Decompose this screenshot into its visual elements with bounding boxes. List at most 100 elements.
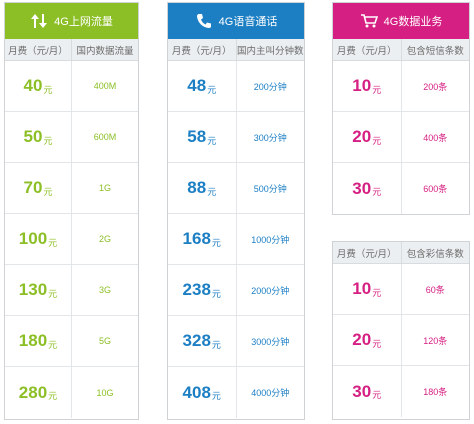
allowance-cell: 300分钟 — [253, 132, 287, 143]
price-unit: 元 — [48, 391, 58, 401]
price-value: 130 — [18, 280, 48, 299]
price-unit: 元 — [211, 391, 221, 401]
price-value: 20 — [352, 127, 372, 146]
price-cell: 180 元 — [5, 316, 72, 366]
allowance-cell: 5G — [98, 336, 111, 346]
table-row: 88 元 500分钟 — [168, 163, 304, 214]
mms-plan-column-header: 月费（元/月） 包含彩信条数 — [333, 242, 469, 264]
sms-plan-panel: 4G数据业务 月费（元/月） 包含短信条数 10 元 200条 20 元 400条 30 元 6… — [332, 2, 470, 215]
allowance-cell: 3G — [98, 285, 111, 295]
price-unit: 元 — [372, 187, 382, 197]
allowance-cell: 2G — [98, 234, 111, 244]
price-column-label: 月费（元/月） — [5, 39, 72, 60]
table-row: 180 元 5G — [5, 316, 138, 367]
table-row: 58 元 300分钟 — [168, 112, 304, 163]
sms-plan-rows: 10 元 200条 20 元 400条 30 元 600条 — [333, 61, 469, 214]
price-column-label: 月费（元/月） — [333, 39, 402, 60]
allowance-cell: 4000分钟 — [251, 388, 290, 398]
price-cell: 40 元 — [5, 61, 72, 111]
data-plan-column-header: 月费（元/月） 国内数据流量 — [5, 39, 138, 61]
price-value: 10 — [352, 279, 372, 298]
table-row: 20 元 120条 — [333, 315, 469, 366]
price-value: 58 — [187, 127, 207, 146]
allowance-cell: 400M — [93, 81, 117, 91]
price-cell: 280 元 — [5, 367, 72, 418]
price-unit: 元 — [207, 135, 217, 146]
price-value: 238 — [182, 280, 211, 299]
mms-column-label: 包含彩信条数 — [406, 248, 464, 260]
price-unit: 元 — [372, 390, 382, 400]
price-cell: 48 元 — [168, 61, 237, 111]
allowance-cell: 2000分钟 — [251, 285, 290, 296]
price-unit: 元 — [43, 135, 53, 146]
up-down-arrows-icon — [30, 12, 48, 30]
price-unit: 元 — [372, 338, 382, 349]
data-column-label: 国内数据流量 — [76, 45, 134, 57]
price-value: 180 — [18, 331, 48, 350]
price-cell: 168 元 — [168, 214, 237, 264]
allowance-cell: 1000分钟 — [251, 234, 290, 245]
sms-plan-column-header: 月费（元/月） 包含短信条数 — [333, 39, 469, 61]
price-value: 40 — [23, 76, 43, 95]
price-column-label: 月费（元/月） — [168, 39, 237, 60]
shopping-cart-icon — [360, 12, 378, 30]
table-row: 30 元 180条 — [333, 366, 469, 417]
price-value: 280 — [18, 382, 48, 402]
allowance-cell: 1G — [98, 183, 111, 193]
price-cell: 408 元 — [168, 367, 237, 418]
voice-plan-rows: 48 元 200分钟 58 元 300分钟 88 元 500分钟 168 元 1000分钟 238 元 20… — [168, 61, 304, 418]
price-value: 328 — [182, 331, 211, 350]
voice-plan-title: 4G语音通话 — [218, 16, 278, 28]
allowance-cell: 60条 — [425, 284, 445, 295]
price-unit: 元 — [372, 135, 382, 146]
price-cell: 100 元 — [5, 214, 72, 264]
price-unit: 元 — [207, 186, 217, 197]
price-cell: 130 元 — [5, 265, 72, 315]
table-row: 168 元 1000分钟 — [168, 214, 304, 265]
mms-plan-panel: 月费（元/月） 包含彩信条数 10 元 60条 20 元 120条 30 元 180条 — [332, 241, 470, 420]
sms-column-label: 包含短信条数 — [406, 45, 464, 57]
price-cell: 10 元 — [333, 61, 402, 111]
allowance-cell: 600条 — [423, 184, 448, 194]
allowance-cell: 10G — [96, 387, 114, 398]
table-row: 30 元 600条 — [333, 163, 469, 214]
price-value: 48 — [187, 76, 207, 95]
allowance-cell: 180条 — [423, 387, 448, 397]
price-value: 10 — [352, 76, 372, 95]
price-cell: 88 元 — [168, 163, 237, 213]
data-plan-header: 4G上网流量 — [5, 3, 138, 39]
price-value: 50 — [23, 127, 43, 146]
price-unit: 元 — [43, 186, 53, 197]
table-row: 328 元 3000分钟 — [168, 316, 304, 367]
price-unit: 元 — [48, 339, 58, 350]
price-unit: 元 — [372, 84, 382, 95]
price-cell: 10 元 — [333, 264, 402, 314]
price-unit: 元 — [207, 84, 217, 95]
table-row: 48 元 200分钟 — [168, 61, 304, 112]
price-unit: 元 — [372, 287, 382, 298]
voice-plan-header: 4G语音通话 — [168, 3, 304, 39]
price-value: 168 — [182, 229, 211, 248]
price-cell: 70 元 — [5, 163, 72, 213]
price-value: 100 — [18, 229, 48, 248]
data-plan-title: 4G上网流量 — [54, 16, 113, 28]
price-cell: 58 元 — [168, 112, 237, 162]
price-column-label: 月费（元/月） — [333, 242, 402, 263]
allowance-cell: 500分钟 — [253, 183, 287, 194]
price-value: 408 — [182, 382, 211, 402]
sms-plan-header: 4G数据业务 — [333, 3, 469, 39]
table-row: 40 元 400M — [5, 61, 138, 112]
allowance-cell: 600M — [93, 132, 117, 142]
allowance-cell: 200条 — [423, 81, 448, 92]
price-cell: 30 元 — [333, 163, 402, 214]
table-row: 20 元 400条 — [333, 112, 469, 163]
table-row: 70 元 1G — [5, 163, 138, 214]
data-plan-panel: 4G上网流量 月费（元/月） 国内数据流量 40 元 400M 50 元 600M 70 元 1… — [4, 2, 139, 420]
allowance-cell: 120条 — [423, 335, 448, 346]
voice-plan-column-header: 月费（元/月） 国内主叫分钟数 — [168, 39, 304, 61]
table-row: 50 元 600M — [5, 112, 138, 163]
table-row: 130 元 3G — [5, 265, 138, 316]
price-cell: 20 元 — [333, 315, 402, 365]
table-row: 10 元 60条 — [333, 264, 469, 315]
mms-plan-rows: 10 元 60条 20 元 120条 30 元 180条 — [333, 264, 469, 417]
